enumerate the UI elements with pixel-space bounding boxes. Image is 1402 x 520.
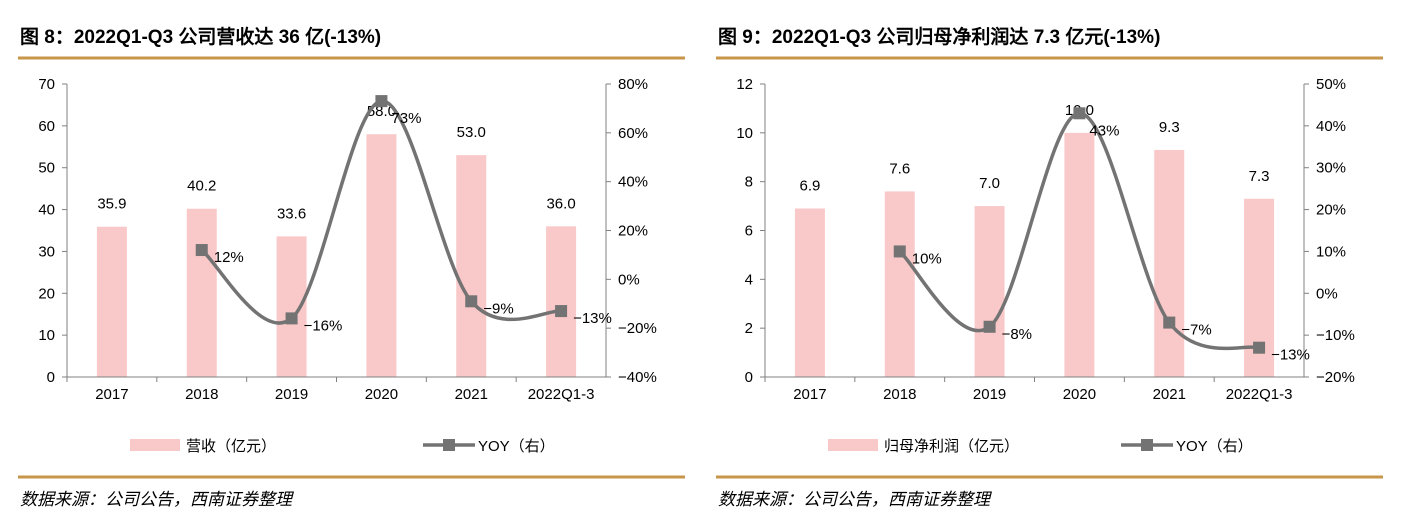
x-tick-label: 2021 [1153, 386, 1186, 403]
yoy-marker [1253, 341, 1266, 354]
right-tick-label: 20% [618, 223, 648, 240]
left-tick-label: 10 [38, 327, 55, 344]
left-tick-label: 4 [745, 271, 753, 288]
left-tick-label: 40 [38, 202, 55, 219]
yoy-data-label: 10% [912, 250, 942, 267]
bar-data-label: 35.9 [97, 196, 126, 213]
left-tick-label: 12 [736, 76, 753, 93]
bar [96, 226, 127, 377]
bar-data-label: 9.3 [1159, 119, 1180, 136]
yoy-data-label: 43% [1089, 122, 1119, 139]
left-tick-label: 50 [38, 160, 55, 177]
legend-line-label: YOY（右） [1176, 438, 1253, 455]
x-tick-label: 2020 [365, 386, 398, 403]
right-tick-label: −20% [1316, 369, 1355, 386]
left-tick-label: 2 [745, 320, 753, 337]
right-tick-label: 0% [618, 271, 640, 288]
x-tick-label: 2022Q1-3 [1226, 386, 1293, 403]
left-tick-label: 70 [38, 76, 55, 93]
yoy-marker [375, 95, 388, 108]
left-tick-label: 0 [47, 369, 55, 386]
legend-bar-swatch [130, 439, 180, 451]
bar-data-label: 53.0 [457, 124, 486, 141]
bar-data-label: 33.6 [277, 205, 306, 222]
yoy-marker [285, 312, 298, 325]
x-tick-label: 2022Q1-3 [528, 386, 595, 403]
yoy-data-label: 12% [214, 249, 244, 266]
legend-line-marker [1141, 439, 1153, 451]
yoy-data-label: −8% [1002, 326, 1032, 343]
x-tick-label: 2019 [973, 386, 1006, 403]
yoy-data-label: −7% [1181, 322, 1211, 339]
bar-data-label: 7.0 [979, 175, 1000, 192]
right-tick-label: 0% [1316, 285, 1338, 302]
bar [1064, 132, 1095, 377]
legend-line-label: YOY（右） [478, 438, 555, 455]
bar [794, 208, 825, 377]
x-tick-label: 2021 [455, 386, 488, 403]
bar [366, 134, 397, 377]
bar [186, 208, 217, 377]
x-tick-label: 2017 [793, 386, 826, 403]
yoy-data-label: −13% [573, 310, 612, 327]
yoy-marker [983, 320, 996, 333]
right-tick-label: 20% [1316, 202, 1346, 219]
legend-line-marker [443, 439, 455, 451]
yoy-marker [465, 295, 478, 308]
x-tick-label: 2018 [883, 386, 916, 403]
bar-data-label: 7.6 [889, 160, 910, 177]
right-tick-label: 40% [618, 174, 648, 191]
bar-data-label: 6.9 [799, 178, 820, 195]
yoy-marker [1163, 316, 1176, 329]
x-tick-label: 2020 [1063, 386, 1096, 403]
right-tick-label: 30% [1316, 160, 1346, 177]
x-tick-label: 2019 [275, 386, 308, 403]
chart1-title: 图 8：2022Q1-Q3 公司营收达 36 亿(-13%) [20, 27, 382, 48]
x-tick-label: 2017 [95, 386, 128, 403]
bar [884, 191, 915, 377]
right-tick-label: 60% [618, 125, 648, 142]
left-tick-label: 30 [38, 243, 55, 260]
right-tick-label: 10% [1316, 243, 1346, 260]
chart2-source: 数据来源：公司公告，西南证券整理 [718, 490, 990, 510]
legend-bar-swatch [828, 439, 878, 451]
left-tick-label: 60 [38, 118, 55, 135]
bar [974, 206, 1005, 377]
bar [456, 155, 487, 377]
left-tick-label: 10 [736, 125, 753, 142]
bar-data-label: 40.2 [187, 178, 216, 195]
yoy-data-label: 73% [391, 110, 421, 127]
yoy-marker [893, 245, 906, 258]
bar [1154, 149, 1185, 377]
bar [546, 226, 577, 377]
chart1-source: 数据来源：公司公告，西南证券整理 [20, 490, 292, 510]
yoy-data-label: −13% [1271, 347, 1310, 364]
right-tick-label: 80% [618, 76, 648, 93]
legend-bar-label: 归母净利润（亿元） [884, 438, 1019, 455]
bar-data-label: 36.0 [546, 195, 575, 212]
x-tick-label: 2018 [185, 386, 218, 403]
left-tick-label: 8 [745, 174, 753, 191]
right-tick-label: −20% [618, 320, 657, 337]
yoy-marker [1073, 107, 1086, 120]
yoy-data-label: −16% [304, 317, 343, 334]
right-tick-label: 50% [1316, 76, 1346, 93]
left-tick-label: 6 [745, 223, 753, 240]
right-tick-label: −10% [1316, 327, 1355, 344]
yoy-data-label: −9% [483, 300, 513, 317]
left-tick-label: 20 [38, 285, 55, 302]
chart2-title: 图 9：2022Q1-Q3 公司归母净利润达 7.3 亿元(-13%) [718, 27, 1161, 48]
right-tick-label: −40% [618, 369, 657, 386]
yoy-marker [195, 244, 208, 257]
yoy-marker [555, 305, 568, 318]
legend-bar-label: 营收（亿元） [186, 438, 276, 455]
right-tick-label: 40% [1316, 118, 1346, 135]
bar-data-label: 7.3 [1249, 168, 1270, 185]
left-tick-label: 0 [745, 369, 753, 386]
